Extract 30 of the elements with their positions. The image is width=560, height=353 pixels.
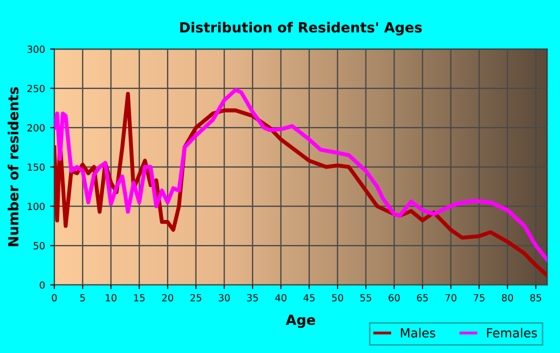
x-tick-label: 35 — [247, 294, 258, 302]
x-tick-label: 45 — [304, 294, 315, 302]
y-tick-label: 50 — [34, 242, 45, 250]
x-tick-label: 55 — [360, 294, 372, 302]
y-axis-title: Number of residents — [8, 87, 18, 246]
x-tick-label: 65 — [416, 294, 428, 302]
x-tick-label: 30 — [218, 294, 230, 302]
y-tick-label: 100 — [28, 202, 45, 210]
x-tick-label: 25 — [190, 294, 202, 302]
x-tick-label: 40 — [275, 294, 286, 302]
x-tick-label: 15 — [134, 294, 145, 302]
x-tick-label: 50 — [332, 294, 344, 302]
y-tick-label: 250 — [27, 84, 45, 92]
chart-title: Distribution of Residents' Ages — [180, 22, 422, 36]
x-tick-label: 80 — [502, 294, 514, 302]
x-tick-label: 85 — [530, 294, 542, 302]
x-axis-title: Age — [286, 314, 316, 328]
y-tick-label: 200 — [27, 124, 45, 132]
y-tick-label: 0 — [40, 281, 45, 289]
y-tick-label: 300 — [27, 46, 45, 53]
x-tick-label: 0 — [52, 294, 57, 302]
x-tick-label: 5 — [80, 294, 85, 302]
x-tick-label: 20 — [162, 294, 174, 302]
legend-label: Males — [400, 328, 436, 338]
x-tick-label: 70 — [445, 294, 456, 302]
x-tick-label: 75 — [474, 294, 484, 302]
x-tick-label: 60 — [388, 294, 400, 302]
x-tick-label: 10 — [106, 294, 117, 302]
y-tick-label: 150 — [28, 163, 45, 171]
legend-label: Females — [487, 328, 537, 338]
